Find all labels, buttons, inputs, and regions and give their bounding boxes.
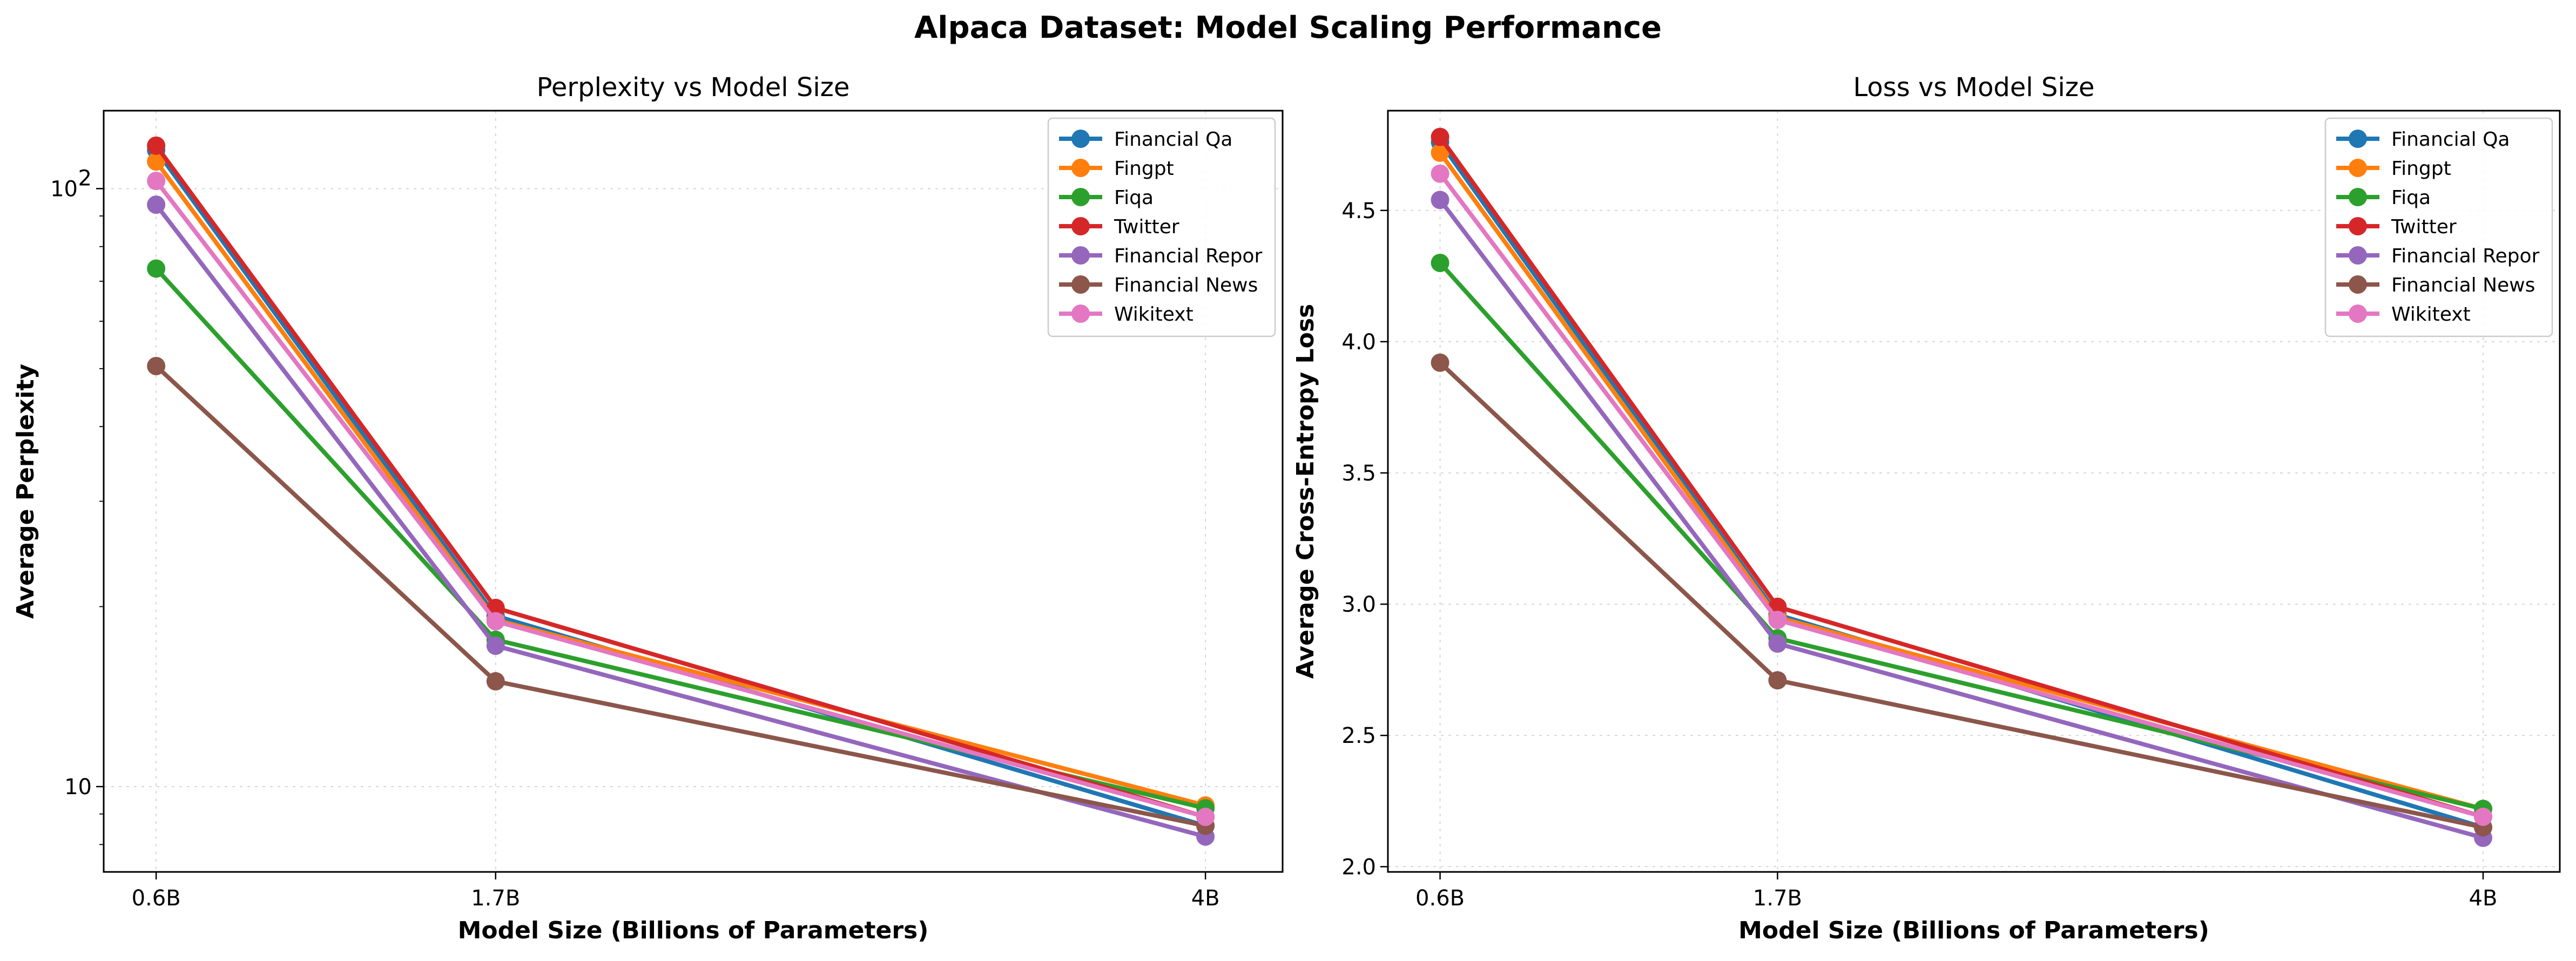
loss-legend-label: Financial Repor (2391, 245, 2540, 267)
loss-point-wikitext (2473, 807, 2492, 826)
loss-point-financial-repor (1431, 191, 1449, 209)
perplexity-series-financial-repor (147, 195, 1215, 846)
figure-title: Alpaca Dataset: Model Scaling Performanc… (914, 10, 1662, 45)
perplexity-x-tick-label: 4B (1191, 886, 1220, 911)
perplexity-legend-label: Fingpt (1114, 158, 1174, 180)
loss-x-axis-label: Model Size (Billions of Parameters) (1738, 917, 2209, 944)
perplexity-legend-marker-twitter (1071, 217, 1090, 235)
loss-point-fiqa (1431, 254, 1449, 272)
loss-y-axis-label: Average Cross-Entropy Loss (1292, 304, 1319, 679)
loss-point-financial-repor (1768, 634, 1787, 653)
loss-y-tick-label: 2.0 (1341, 855, 1376, 879)
loss-point-financial-news (1431, 353, 1449, 372)
loss-point-wikitext (1768, 611, 1787, 630)
perplexity-chart-title: Perplexity vs Model Size (537, 72, 850, 103)
perplexity-point-financial-news (486, 672, 505, 691)
loss-legend-marker-fiqa (2349, 188, 2367, 206)
loss-series-fiqa (1431, 254, 2492, 818)
loss-plot-frame (1387, 110, 2561, 873)
perplexity-point-fiqa (147, 259, 166, 278)
loss-legend-label: Financial Qa (2391, 128, 2510, 151)
perplexity-x-tick-label: 1.7B (471, 886, 520, 911)
perplexity-y-tick-exponent: 2 (78, 166, 92, 191)
loss-legend-marker-fingpt (2349, 159, 2367, 177)
perplexity-legend-marker-financial-news (1071, 275, 1090, 294)
loss-y-tick-label: 2.5 (1341, 723, 1376, 748)
perplexity-y-tick-label: 10 (50, 177, 78, 201)
loss-legend-marker-wikitext (2349, 304, 2367, 323)
loss-series-financial-news (1431, 353, 2492, 837)
perplexity-legend-box (1047, 117, 1276, 337)
loss-legend-label: Twitter (2391, 216, 2457, 238)
loss-legend-label: Fiqa (2391, 187, 2431, 209)
loss-y-tick-label: 3.0 (1341, 592, 1376, 617)
perplexity-point-financial-repor (147, 195, 166, 214)
loss-series-wikitext (1431, 164, 2492, 826)
loss-y-tick-label: 3.5 (1341, 461, 1376, 486)
perplexity-legend-label: Wikitext (1114, 303, 1193, 326)
perplexity-series-financial-news (147, 357, 1215, 835)
loss-chart-title: Loss vs Model Size (1853, 72, 2094, 103)
perplexity-point-wikitext (1196, 808, 1215, 827)
perplexity-legend-marker-fiqa (1071, 188, 1090, 206)
loss-legend-marker-twitter (2349, 217, 2367, 235)
perplexity-point-fingpt (147, 152, 166, 171)
perplexity-series-wikitext (147, 172, 1215, 827)
loss-x-tick-label: 0.6B (1415, 886, 1465, 911)
perplexity-series-fiqa (147, 259, 1215, 818)
loss-line-fiqa (1438, 261, 2484, 811)
loss-legend-marker-financial-qa (2349, 130, 2367, 148)
loss-y-tick-label: 4.0 (1341, 330, 1376, 355)
loss-legend-label: Financial News (2391, 274, 2535, 296)
loss-y-tick-label: 4.5 (1341, 199, 1376, 224)
perplexity-point-wikitext (147, 172, 166, 191)
perplexity-x-axis-label: Model Size (Billions of Parameters) (458, 917, 929, 944)
perplexity-legend-label: Financial Repor (1114, 245, 1263, 267)
perplexity-point-wikitext (486, 612, 505, 631)
loss-series-financial-repor (1431, 191, 2492, 847)
perplexity-plot-frame (103, 110, 1284, 873)
loss-x-tick-label: 4B (2469, 886, 2498, 911)
loss-legend-label: Wikitext (2391, 303, 2471, 326)
perplexity-legend-marker-fingpt (1071, 159, 1090, 177)
perplexity-legend-marker-financial-repor (1071, 246, 1090, 265)
perplexity-legend-label: Twitter (1114, 216, 1179, 238)
perplexity-legend: Financial Qa Fingpt Fiqa Twitter Financial R… (1047, 117, 1276, 337)
loss-point-fingpt (1431, 143, 1449, 162)
loss-point-twitter (1431, 127, 1449, 146)
loss-x-tick-label: 1.7B (1753, 886, 1802, 911)
perplexity-point-financial-news (147, 357, 166, 376)
perplexity-point-twitter (147, 136, 166, 155)
perplexity-y-tick-label: 10 (64, 775, 92, 800)
loss-point-wikitext (1431, 164, 1449, 183)
loss-legend: Financial Qa Fingpt Fiqa Twitter Financial R… (2324, 117, 2553, 337)
perplexity-legend-label: Fiqa (1114, 187, 1154, 209)
loss-legend-label: Fingpt (2391, 158, 2451, 180)
loss-legend-box (2324, 117, 2553, 337)
perplexity-legend-marker-wikitext (1071, 304, 1090, 323)
loss-line-financial-news (1438, 361, 2484, 830)
loss-legend-marker-financial-repor (2349, 246, 2367, 265)
loss-point-financial-news (1768, 671, 1787, 690)
loss-chart: 0.6B 1.7B 4B 2.0 2.5 3.0 3.5 4.0 4.5 Loss vs Mode… (1292, 72, 2561, 944)
loss-legend-marker-financial-news (2349, 275, 2367, 294)
perplexity-legend-marker-financial-qa (1071, 130, 1090, 148)
perplexity-legend-label: Financial News (1114, 274, 1258, 296)
perplexity-y-axis-label: Average Perplexity (12, 364, 39, 619)
perplexity-point-financial-repor (486, 637, 505, 655)
perplexity-line-fiqa (154, 267, 1206, 810)
perplexity-x-tick-label: 0.6B (132, 886, 181, 911)
perplexity-line-financial-news (154, 364, 1206, 828)
perplexity-legend-label: Financial Qa (1114, 128, 1232, 151)
